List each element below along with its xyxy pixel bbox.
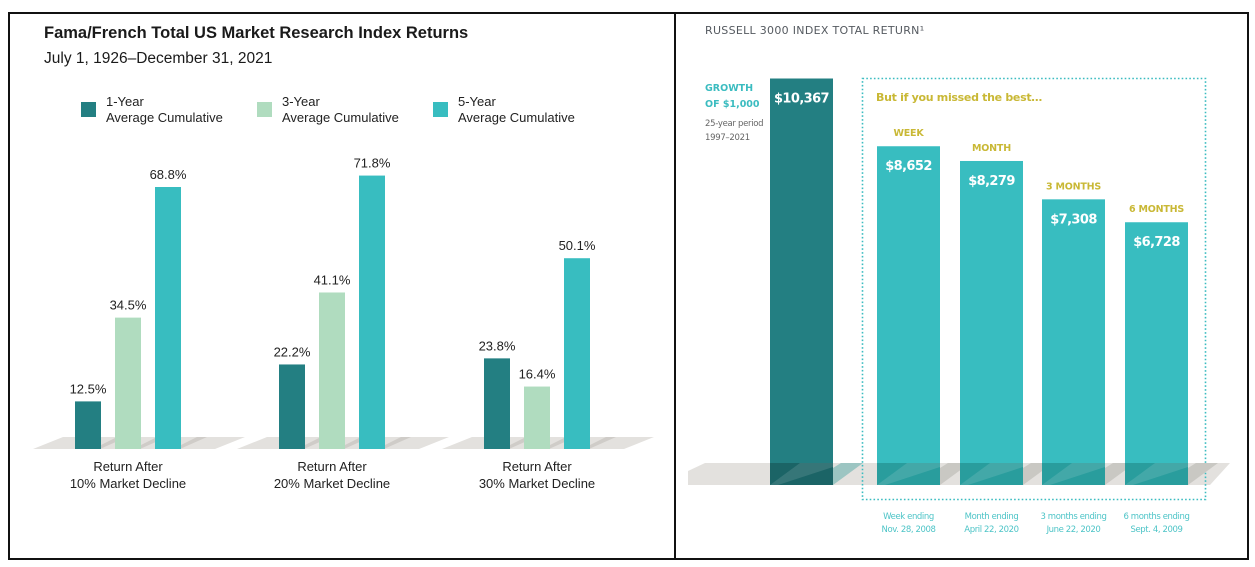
legend-label-line2: Average Cumulative: [106, 110, 223, 125]
bar: [564, 258, 590, 449]
frame-divider: [674, 12, 676, 560]
growth-period-line2: 1997–2021: [705, 133, 750, 143]
bar-shadow: [385, 437, 411, 449]
bar-shadow: [305, 437, 331, 449]
bar: [75, 401, 101, 449]
bar-shadow: [101, 437, 127, 449]
right-chart-title: RUSSELL 3000 INDEX TOTAL RETURN¹: [705, 24, 925, 37]
category-label: Return After: [93, 459, 163, 474]
frame-left-border: [8, 12, 10, 560]
legend-swatch-5-year: [433, 102, 448, 117]
bar-floor-overlay: [877, 463, 940, 485]
bar: [1042, 199, 1105, 486]
bar-shadow: [141, 437, 167, 449]
period-end-note-line: June 22, 2020: [1046, 525, 1101, 535]
bar: [155, 187, 181, 449]
left-bar-chart: 12.5% 34.5% 68.8% Return After 10% Market De…: [33, 156, 654, 491]
category-label: Return After: [297, 459, 367, 474]
bar-shadow: [550, 437, 576, 449]
growth-label-line2: OF $1,000: [705, 99, 760, 110]
category-label: 20% Market Decline: [274, 476, 390, 491]
bar-floor-sheen: [877, 463, 940, 485]
period-end-note-line: Week ending: [883, 512, 934, 522]
data-label: 34.5%: [110, 298, 147, 313]
category-label: 30% Market Decline: [479, 476, 595, 491]
data-label: 22.2%: [274, 344, 311, 359]
bar: [1125, 222, 1188, 485]
left-chart-subtitle: July 1, 1926–December 31, 2021: [44, 50, 273, 67]
growth-period-label: 25-year period 1997–2021: [705, 117, 764, 145]
data-label: 16.4%: [519, 367, 556, 382]
growth-label-line1: GROWTH: [705, 83, 754, 94]
period-end-note-line: Nov. 28, 2008: [881, 525, 936, 535]
bar: [115, 317, 141, 449]
growth-of-1000-label: GROWTH OF $1,000: [705, 81, 760, 113]
period-label: MONTH: [972, 143, 1011, 154]
period-label: WEEK: [893, 128, 924, 139]
left-chart-title: Fama/French Total US Market Research Ind…: [44, 24, 469, 42]
bar-shadow: [590, 437, 616, 449]
bar-floor-overlay: [1125, 463, 1188, 485]
bar-floor-overlay: [1042, 463, 1105, 485]
bar: [484, 358, 510, 449]
bar: [524, 386, 550, 449]
legend-label-line1: 3-Year: [282, 94, 320, 109]
data-label: 41.1%: [314, 272, 351, 287]
period-label: 6 MONTHS: [1129, 204, 1184, 215]
bar-floor-sheen: [1042, 463, 1105, 485]
bar-shadow: [510, 437, 536, 449]
data-label: 12.5%: [70, 381, 107, 396]
bar: [319, 292, 345, 449]
value-label: $7,308: [1050, 212, 1097, 227]
data-label: 71.8%: [354, 156, 391, 171]
legend-label-line1: 1-Year: [106, 94, 144, 109]
bar: [279, 364, 305, 449]
growth-period-line1: 25-year period: [705, 119, 764, 129]
period-label: 3 MONTHS: [1046, 181, 1101, 192]
period-end-note-line: 3 months ending: [1040, 512, 1107, 522]
missed-best-highlight-box: [861, 77, 1207, 501]
bar-floor-sheen: [1125, 463, 1188, 485]
category-label: Return After: [502, 459, 572, 474]
period-end-note-line: 6 months ending: [1123, 512, 1190, 522]
bar-floor-sheen: [770, 463, 833, 485]
period-end-note: Month ending April 22, 2020: [947, 511, 1037, 537]
period-end-note: Week ending Nov. 28, 2008: [864, 511, 954, 537]
value-label: $8,279: [968, 174, 1015, 189]
category-label: 10% Market Decline: [70, 476, 186, 491]
bar-floor-overlay: [770, 463, 833, 485]
period-end-note: 3 months ending June 22, 2020: [1029, 511, 1119, 537]
bar: [359, 175, 385, 450]
bar-floor-sheen: [960, 463, 1023, 485]
legend-label-line2: Average Cumulative: [458, 110, 575, 125]
data-label: 23.8%: [479, 338, 516, 353]
missed-best-title: But if you missed the best…: [876, 91, 1042, 104]
legend-label-line1: 5-Year: [458, 94, 496, 109]
period-end-note: 6 months ending Sept. 4, 2009: [1112, 511, 1202, 537]
legend-swatch-1-year: [81, 102, 96, 117]
value-label: $6,728: [1133, 235, 1180, 250]
data-label: 50.1%: [559, 238, 596, 253]
bar: [877, 146, 940, 485]
legend-label-line2: Average Cumulative: [282, 110, 399, 125]
value-label: $10,367: [774, 92, 830, 107]
period-end-note-line: Sept. 4, 2009: [1130, 525, 1183, 535]
data-label: 68.8%: [150, 167, 187, 182]
bar-floor-overlay: [960, 463, 1023, 485]
value-label: $8,652: [885, 159, 932, 174]
period-end-note-line: Month ending: [964, 512, 1019, 522]
bar: [770, 78, 833, 485]
frame-bottom-border: [8, 558, 1249, 560]
frame-top-border: [8, 12, 1249, 14]
bar-shadow: [181, 437, 207, 449]
bar-shadow: [1188, 463, 1218, 485]
legend-swatch-3-year: [257, 102, 272, 117]
period-end-note-line: April 22, 2020: [964, 525, 1019, 535]
frame-right-border: [1247, 12, 1249, 560]
bar-shadow: [345, 437, 371, 449]
bar-shadow: [833, 463, 863, 485]
bar: [960, 160, 1023, 486]
